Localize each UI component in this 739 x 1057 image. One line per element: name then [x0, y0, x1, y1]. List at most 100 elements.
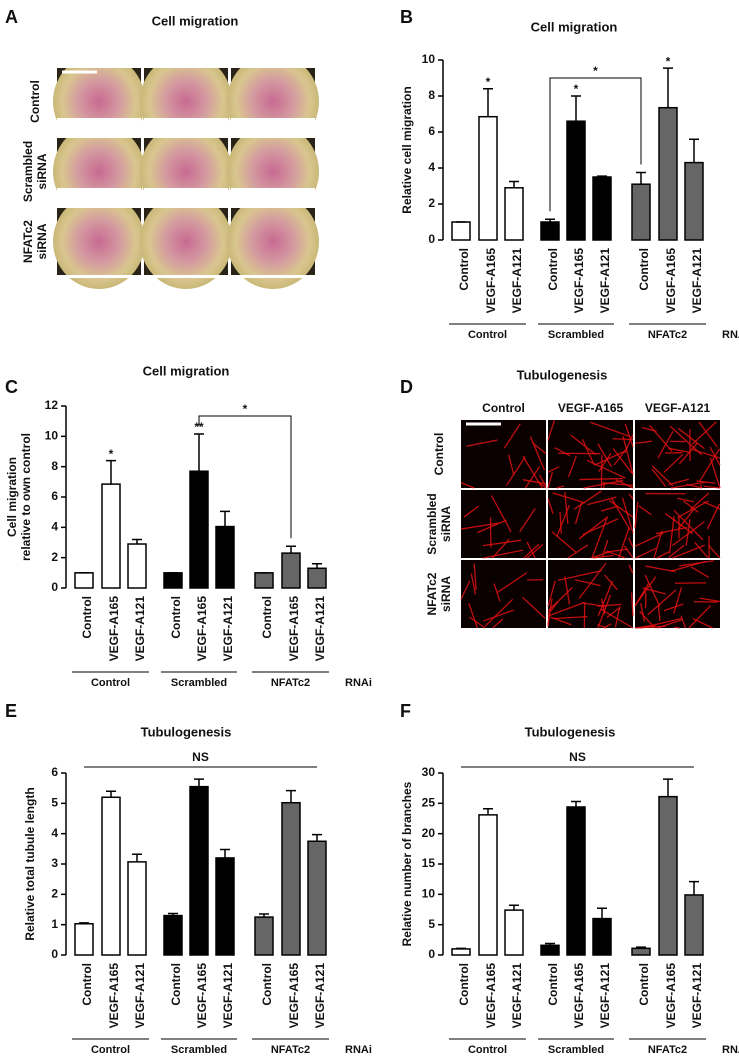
bar: [684, 894, 704, 956]
bar: [281, 552, 301, 589]
error-bar: [286, 545, 296, 554]
tubule: [579, 477, 624, 481]
error-bar: [259, 913, 269, 918]
micrograph-clip-bottom: [57, 275, 141, 278]
error-bar: [483, 808, 493, 815]
tubule: [683, 500, 699, 513]
tubule: [547, 580, 556, 607]
error-bar: [571, 95, 581, 122]
bar: [684, 161, 704, 241]
y-tick-label: 2: [428, 196, 435, 210]
x-tick-label: Control: [169, 596, 183, 639]
bar: [101, 796, 121, 956]
tubule: [531, 442, 547, 455]
x-tick-label: VEGF-A165: [195, 596, 209, 662]
y-tick-label: 0: [51, 947, 58, 961]
group-label: NFATc2: [271, 1044, 310, 1056]
tubule: [612, 438, 634, 441]
y-tick-label: 5: [428, 917, 435, 931]
x-tick-label: VEGF-A165: [664, 248, 678, 314]
tubule: [529, 436, 545, 471]
panel-letter: B: [400, 7, 413, 27]
micrograph-clip-top: [57, 48, 141, 68]
tubule: [503, 423, 521, 449]
tubule: [690, 566, 710, 579]
significance-star: *: [666, 54, 671, 68]
micrograph-clip-top: [231, 118, 315, 138]
group-label: NFATc2: [271, 677, 310, 689]
tubule: [590, 421, 631, 438]
y-axis-label: relative to own control: [19, 433, 33, 561]
error-bar: [106, 459, 116, 485]
y-axis-label: Relative total tubule length: [23, 787, 37, 940]
micrograph-dish: [227, 194, 319, 289]
error-bar: [106, 790, 116, 798]
tubule: [685, 519, 691, 546]
row-label: siRNA: [439, 506, 453, 542]
tubule: [578, 517, 608, 540]
micrograph-dish: [53, 194, 145, 289]
tubule: [598, 452, 612, 473]
tubule: [694, 542, 709, 559]
tubule: [634, 576, 657, 607]
y-tick-label: 25: [422, 796, 436, 810]
tubule: [567, 455, 577, 477]
x-tick-label: Control: [260, 596, 274, 639]
bar: [478, 814, 498, 956]
tubule: [597, 580, 614, 616]
significance-star: *: [109, 447, 114, 461]
tubule: [612, 448, 634, 475]
tubule: [680, 615, 687, 629]
x-tick-label: VEGF-A121: [221, 963, 235, 1029]
error-bar: [571, 800, 581, 807]
tubule: [638, 505, 652, 516]
tubule: [587, 496, 617, 506]
tubule: [505, 456, 526, 486]
y-tick-label: 10: [45, 429, 59, 443]
tubule: [628, 493, 634, 500]
bar: [566, 806, 586, 956]
tubule: [493, 583, 501, 602]
x-tick-label: VEGF-A165: [484, 248, 498, 314]
tubule: [709, 457, 721, 489]
y-tick-label: 4: [51, 826, 58, 840]
tubule: [676, 497, 695, 503]
tubule: [469, 616, 486, 629]
tubule: [703, 485, 721, 489]
tubule: [669, 425, 703, 456]
tubule: [634, 440, 652, 444]
x-tick-label: Control: [80, 963, 94, 1006]
tubule: [622, 435, 634, 475]
row-label: Scrambled: [21, 141, 35, 202]
group-axis-label: RNAi: [345, 1044, 372, 1056]
tubule: [624, 423, 634, 448]
error-bar: [663, 778, 673, 797]
column-label: Control: [482, 401, 525, 415]
tubule: [667, 544, 685, 559]
y-tick-label: 5: [51, 796, 58, 810]
tubule: [679, 560, 714, 567]
chart-title: Cell migration: [143, 363, 230, 378]
error-bar: [79, 922, 89, 924]
bar: [631, 183, 651, 241]
tubule: [460, 522, 499, 530]
tubule: [673, 509, 704, 541]
tubule: [677, 500, 709, 518]
bar: [658, 106, 678, 241]
tubule: [649, 424, 673, 452]
tubule: [484, 598, 514, 627]
bar: [163, 914, 183, 956]
tubule: [497, 572, 528, 593]
tubule: [470, 573, 477, 595]
tubule: [570, 434, 597, 456]
row-label: siRNA: [35, 223, 49, 259]
tubule: [630, 592, 634, 616]
x-tick-label: VEGF-A121: [221, 596, 235, 662]
bar: [451, 221, 471, 241]
row-label: NFATc2: [425, 572, 439, 615]
panel-letter: E: [5, 701, 17, 721]
tubule: [604, 574, 618, 591]
group-label: Scrambled: [171, 1044, 227, 1056]
bar: [163, 572, 183, 589]
panel-letter: F: [400, 701, 411, 721]
